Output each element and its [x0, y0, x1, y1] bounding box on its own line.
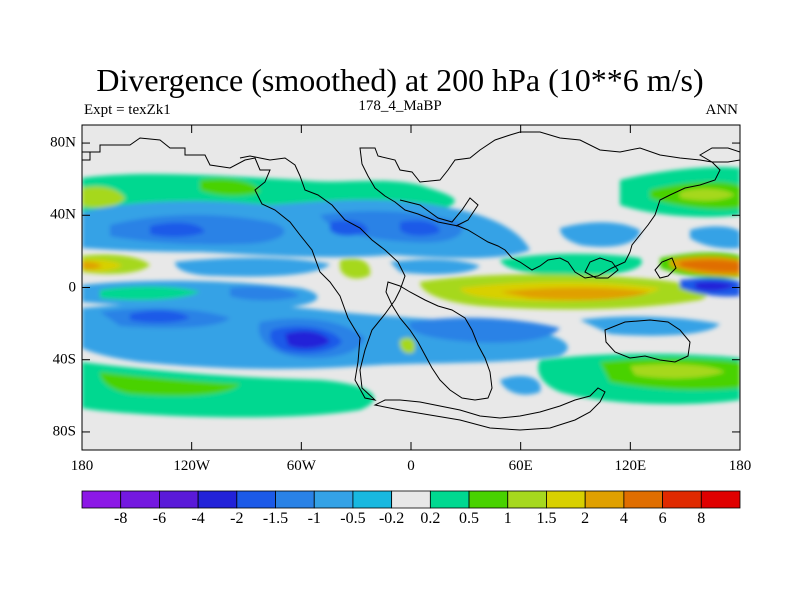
colorbar-swatch — [623, 490, 663, 509]
colorbar-label: -6 — [152, 510, 167, 527]
colorbar-label: -2 — [230, 510, 244, 527]
colorbar-label: 1.5 — [536, 510, 557, 527]
colorbar-swatch — [197, 490, 238, 509]
field-region — [100, 372, 240, 396]
season-label: ANN — [705, 102, 739, 118]
colorbar — [81, 490, 741, 509]
x-tick-label: 120E — [614, 458, 647, 474]
field-region — [580, 316, 720, 336]
colorbar-label: -1 — [307, 510, 321, 527]
colorbar-swatch — [429, 490, 470, 509]
field-region — [285, 331, 330, 349]
coastline — [82, 137, 406, 401]
chart-title: Divergence (smoothed) at 200 hPa (10**6 … — [96, 62, 704, 98]
colorbar-label: -1.5 — [262, 510, 289, 527]
colorbar-swatch — [275, 490, 315, 509]
colorbar-label: 1 — [503, 510, 512, 527]
colorbar-swatch — [391, 490, 431, 509]
x-tick-label: 180 — [728, 458, 752, 474]
coastline — [359, 131, 721, 279]
colorbar-label: -0.5 — [340, 510, 366, 527]
field-region — [330, 220, 368, 236]
colorbar-label: -8 — [114, 510, 128, 527]
field-region — [680, 259, 740, 273]
field-region — [630, 364, 725, 379]
field-region — [400, 220, 440, 236]
colorbar-swatch — [81, 490, 122, 509]
coastline — [699, 147, 740, 163]
colorbar-swatch — [546, 490, 586, 509]
field-region — [500, 376, 541, 395]
field-layer — [82, 131, 740, 431]
field-region — [100, 286, 200, 300]
y-tick-label: 0 — [68, 279, 77, 295]
field-region — [230, 286, 300, 301]
coastline — [82, 152, 91, 161]
axis-ticks — [81, 125, 741, 450]
colorbar-swatch — [236, 490, 276, 509]
coastline — [604, 319, 691, 363]
colorbar-label: 4 — [619, 510, 628, 527]
colorbar-swatch — [507, 490, 547, 509]
field-region — [695, 281, 735, 291]
field-region — [399, 337, 416, 354]
field-region — [200, 178, 260, 196]
colorbar-swatch — [313, 490, 354, 509]
coastline — [654, 257, 677, 279]
y-tick-label: 40S — [52, 351, 76, 368]
colorbar-swatch — [584, 490, 625, 509]
coastline — [399, 197, 479, 227]
field-region — [390, 259, 480, 275]
field-region — [175, 257, 330, 277]
field-region — [82, 186, 125, 208]
case-label: 178_4_MaBP — [358, 98, 442, 114]
y-tick-label: 40N — [50, 206, 76, 223]
field-region — [500, 287, 650, 300]
field-region — [130, 310, 190, 323]
field-region — [500, 253, 642, 276]
field-region — [560, 222, 640, 247]
field-region — [150, 222, 205, 237]
x-tick-label: 0 — [407, 458, 415, 474]
experiment-label: Expt = texZk1 — [84, 102, 171, 118]
colorbar-label: 0.2 — [420, 510, 441, 527]
field-region — [82, 261, 102, 270]
field-region — [680, 188, 735, 201]
colorbar-label: 6 — [658, 510, 667, 527]
colorbar-swatch — [352, 490, 393, 509]
colorbar-label: 2 — [581, 510, 590, 527]
y-tick-label: 80N — [50, 134, 76, 151]
y-tick-label: 80S — [52, 423, 76, 440]
x-tick-label: 120W — [173, 458, 210, 474]
colorbar-swatch — [468, 490, 509, 509]
colorbar-label: 0.5 — [459, 510, 480, 527]
x-tick-label: 180 — [70, 458, 94, 474]
colorbar-swatch — [120, 490, 160, 509]
coastline — [373, 387, 606, 431]
coastline — [584, 257, 619, 279]
colorbar-label: -4 — [191, 510, 205, 527]
colorbar-swatch — [159, 490, 199, 509]
field-region — [340, 258, 371, 279]
colorbar-swatch — [662, 490, 702, 509]
x-tick-label: 60W — [286, 458, 316, 474]
x-tick-label: 60E — [508, 458, 533, 474]
colorbar-label: -0.2 — [378, 510, 405, 527]
colorbar-label: 8 — [697, 510, 706, 527]
coastline — [385, 281, 493, 401]
colorbar-swatch — [700, 490, 741, 509]
field-region — [409, 317, 560, 343]
field-region — [690, 226, 740, 249]
